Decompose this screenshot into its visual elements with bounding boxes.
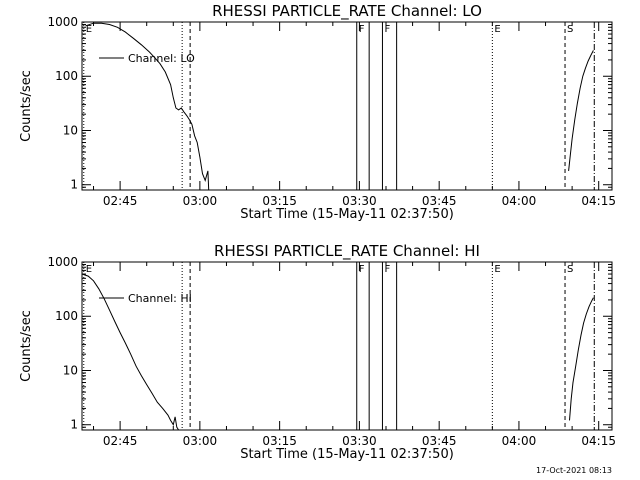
y-tick-label: 1 [70, 178, 78, 192]
event-marker-label: E [86, 264, 92, 275]
x-tick-label: 03:15 [262, 434, 297, 448]
series-line [569, 297, 594, 421]
x-tick-label: 04:15 [581, 194, 616, 208]
y-tick-label: 10 [63, 363, 78, 377]
y-tick-label: 1000 [47, 255, 78, 269]
event-marker-label: E [86, 24, 92, 35]
event-marker-label: F [384, 24, 390, 35]
series-line [81, 273, 180, 431]
hi-channel-panel: RHESSI PARTICLE_RATE Channel: HI 1 10 100 10… [19, 242, 616, 462]
chart-title: RHESSI PARTICLE_RATE Channel: LO [212, 2, 482, 21]
event-marker-label: E [494, 264, 500, 275]
series-line [568, 50, 594, 171]
x-tick-label: 03:15 [262, 194, 297, 208]
x-tick-label: 02:45 [103, 194, 138, 208]
x-tick-label: 04:00 [502, 434, 537, 448]
x-axis-label: Start Time (15-May-11 02:37:50) [240, 207, 454, 222]
x-axis-label: Start Time (15-May-11 02:37:50) [240, 447, 454, 462]
lo-channel-panel: RHESSI PARTICLE_RATE Channel: LO 1 10 100 10… [19, 2, 616, 222]
plot-frame [81, 261, 613, 431]
x-tick-label: 03:30 [342, 194, 377, 208]
event-marker-label: F [359, 24, 365, 35]
x-tick-label: 04:15 [581, 434, 616, 448]
event-marker-label: S [567, 24, 573, 35]
x-tick-label: 03:45 [422, 194, 457, 208]
x-tick-label: 03:00 [183, 194, 218, 208]
event-marker-label: F [384, 264, 390, 275]
y-tick-label: 1 [70, 418, 78, 432]
plot-frame [81, 21, 613, 191]
y-axis-label: Counts/sec [19, 310, 34, 382]
x-tick-label: 03:45 [422, 434, 457, 448]
y-tick-label: 100 [55, 309, 78, 323]
chart-title: RHESSI PARTICLE_RATE Channel: HI [214, 242, 480, 261]
footer-timestamp: 17-Oct-2021 08:13 [536, 466, 612, 475]
y-tick-label: 100 [55, 69, 78, 83]
legend-label: Channel: HI [128, 292, 192, 305]
y-tick-label: 1000 [47, 15, 78, 29]
event-marker-label: S [567, 264, 573, 275]
x-tick-label: 02:45 [103, 434, 138, 448]
event-marker-label: F [359, 264, 365, 275]
event-marker-label: E [494, 24, 500, 35]
x-tick-label: 04:00 [502, 194, 537, 208]
x-tick-label: 03:00 [183, 434, 218, 448]
legend-label: Channel: LO [128, 52, 195, 65]
y-tick-label: 10 [63, 123, 78, 137]
series-line [85, 22, 210, 191]
x-tick-label: 03:30 [342, 434, 377, 448]
y-axis-label: Counts/sec [19, 70, 34, 142]
